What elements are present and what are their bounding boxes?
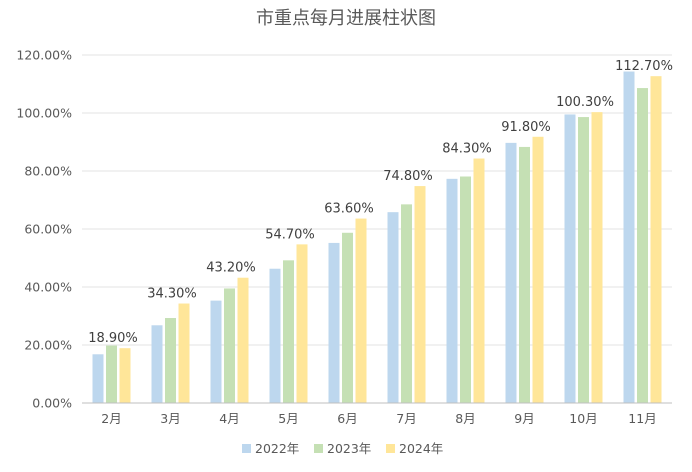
bars [92, 71, 662, 404]
bar [519, 146, 530, 403]
x-tick-label: 10月 [569, 411, 597, 426]
bar [119, 348, 131, 403]
x-tick-label: 2月 [101, 411, 121, 426]
x-tick-label: 9月 [514, 411, 534, 426]
legend-swatch [386, 444, 395, 453]
x-tick-label: 5月 [278, 411, 298, 426]
bar [564, 114, 576, 403]
y-tick-label: 0.00% [32, 396, 72, 411]
bar [92, 354, 104, 403]
y-tick-label: 40.00% [24, 280, 72, 295]
data-labels: 18.90% 34.30% 43.20% 54.70% 63.60% 74.80% 84.3… [88, 59, 673, 346]
x-tick-label: 7月 [396, 411, 416, 426]
bar [578, 117, 589, 403]
bar [210, 300, 222, 403]
legend-swatch [314, 444, 323, 453]
data-label: 43.20% [206, 261, 256, 276]
data-label: 100.30% [556, 95, 614, 110]
x-tick-label: 4月 [219, 411, 239, 426]
data-label: 54.70% [265, 227, 315, 242]
legend-swatch [242, 444, 251, 453]
y-tick-label: 80.00% [24, 164, 72, 179]
bar [151, 325, 163, 403]
bar [106, 345, 117, 403]
data-label: 63.60% [324, 202, 374, 217]
x-tick-label: 11月 [628, 411, 656, 426]
y-tick-label: 20.00% [24, 338, 72, 353]
data-label: 74.80% [383, 169, 433, 184]
legend-label: 2023年 [327, 441, 371, 456]
chart-title: 市重点每月进展柱状图 [256, 8, 436, 29]
bar [178, 303, 190, 403]
bar [473, 158, 485, 403]
x-tick-label: 3月 [160, 411, 180, 426]
data-label: 18.90% [88, 331, 138, 346]
x-axis-ticks: 2月 3月 4月 5月 6月 7月 8月 9月 10月 11月 [101, 411, 656, 426]
bar [387, 212, 399, 403]
data-label: 84.30% [442, 142, 492, 157]
bar [591, 112, 603, 403]
bar [414, 186, 426, 403]
bar [165, 318, 176, 403]
y-axis-ticks: 0.00% 20.00% 40.00% 60.00% 80.00% 100.00% 120.… [16, 48, 72, 411]
data-label: 34.30% [147, 287, 197, 302]
y-tick-label: 100.00% [16, 106, 72, 121]
bar [446, 178, 458, 403]
bar [296, 244, 308, 403]
legend: 2022年 2023年 2024年 [242, 441, 443, 456]
legend-label: 2022年 [255, 441, 299, 456]
bar [283, 260, 294, 403]
bar [224, 288, 235, 403]
bar [532, 136, 544, 403]
bar [269, 268, 281, 403]
bar [650, 76, 662, 404]
data-label: 112.70% [615, 59, 673, 74]
bar [505, 142, 517, 403]
y-tick-label: 120.00% [16, 48, 72, 63]
y-tick-label: 60.00% [24, 222, 72, 237]
bar [623, 71, 635, 403]
legend-label: 2024年 [399, 441, 443, 456]
bar [355, 218, 367, 403]
x-tick-label: 6月 [337, 411, 357, 426]
bar [460, 176, 471, 403]
bar [342, 232, 353, 403]
bar [637, 88, 648, 403]
bar [328, 242, 340, 403]
x-tick-label: 8月 [455, 411, 475, 426]
data-label: 91.80% [501, 120, 551, 135]
bar [401, 204, 412, 403]
bar [237, 277, 249, 403]
